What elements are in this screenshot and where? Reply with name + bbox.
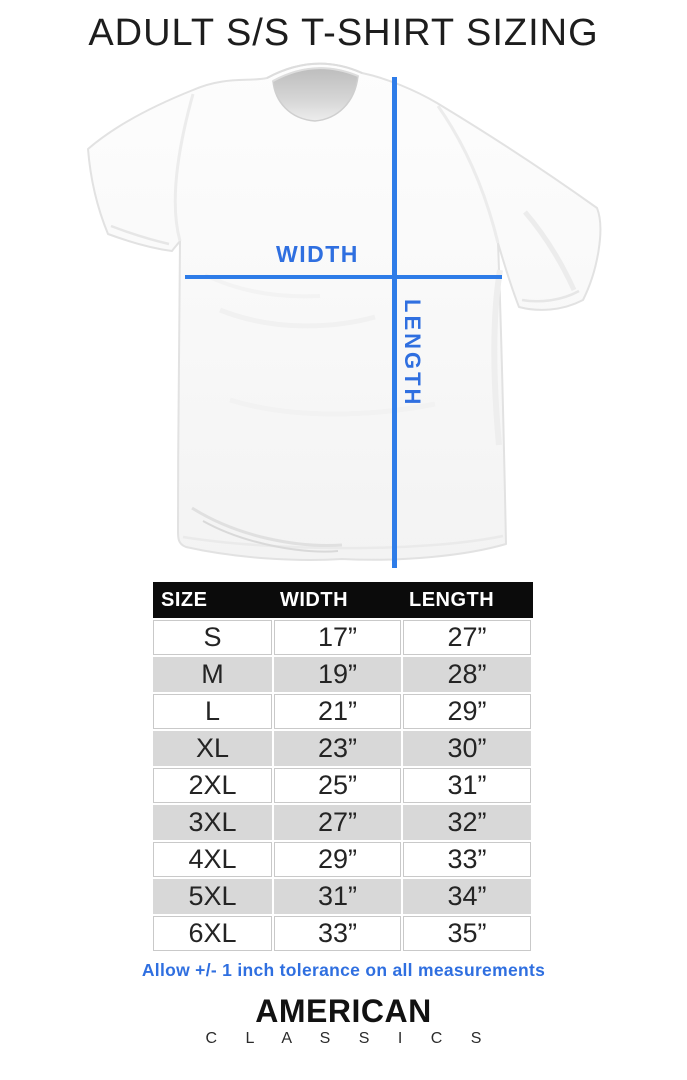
length-cell: 33” (403, 842, 531, 877)
width-cell: 27” (274, 805, 401, 840)
width-cell: 29” (274, 842, 401, 877)
length-cell: 30” (403, 731, 531, 766)
table-row: S 17” 27” (153, 620, 533, 655)
collar-band (266, 62, 363, 82)
left-sleeve-seam (173, 93, 195, 242)
table-row: 2XL 25” 31” (153, 768, 533, 803)
length-cell: 28” (403, 657, 531, 692)
table-row: 3XL 27” 32” (153, 805, 533, 840)
brand-logo: AMERICAN C L A S S I C S (0, 995, 687, 1047)
left-cuff-seam (110, 224, 170, 246)
length-cell: 29” (403, 694, 531, 729)
tolerance-note: Allow +/- 1 inch tolerance on all measur… (141, 960, 546, 980)
length-cell: 35” (403, 916, 531, 951)
wrinkle (523, 210, 577, 292)
width-cell: 31” (274, 879, 401, 914)
length-cell: 34” (403, 879, 531, 914)
tshirt-illustration (87, 62, 602, 561)
size-cell: 2XL (153, 768, 272, 803)
size-cell: L (153, 694, 272, 729)
table-row: 4XL 29” 33” (153, 842, 533, 877)
width-cell: 25” (274, 768, 401, 803)
length-cell: 31” (403, 768, 531, 803)
hem-fold-line (191, 506, 343, 547)
size-table-header: SIZE WIDTH LENGTH (153, 582, 533, 618)
wrinkle (491, 269, 503, 446)
wrinkle (204, 273, 321, 299)
header-length: LENGTH (409, 588, 495, 611)
width-cell: 33” (274, 916, 401, 951)
size-cell: 5XL (153, 879, 272, 914)
tshirt-body (87, 62, 602, 561)
size-cell: XL (153, 731, 272, 766)
size-cell: 4XL (153, 842, 272, 877)
right-cuff-seam (521, 289, 580, 303)
hem-seam (182, 534, 504, 550)
length-cell: 32” (403, 805, 531, 840)
right-sleeve-seam (436, 105, 500, 244)
header-size: SIZE (161, 588, 208, 611)
header-width: WIDTH (280, 588, 349, 611)
size-cell: M (153, 657, 272, 692)
table-row: 6XL 33” 35” (153, 916, 533, 951)
size-table-body: S 17” 27” M 19” 28” L 21” 29” XL 23” 30” 2XL 25” 31” 3X… (153, 620, 533, 951)
brand-name: AMERICAN (255, 993, 432, 1029)
table-row: XL 23” 30” (153, 731, 533, 766)
wrinkle (229, 397, 436, 417)
size-cell: 3XL (153, 805, 272, 840)
size-table: SIZE WIDTH LENGTH S 17” 27” M 19” 28” L 21” 29” X… (153, 582, 533, 951)
width-measure-line (185, 275, 502, 279)
width-cell: 23” (274, 731, 401, 766)
table-row: L 21” 29” (153, 694, 533, 729)
width-label: WIDTH (276, 241, 359, 267)
wrinkle (219, 307, 376, 329)
page-title: ADULT S/S T-SHIRT SIZING (88, 12, 599, 54)
width-cell: 17” (274, 620, 401, 655)
hem-fold-line-2 (202, 520, 339, 553)
length-measure-line (392, 77, 397, 568)
table-row: M 19” 28” (153, 657, 533, 692)
size-cell: 6XL (153, 916, 272, 951)
length-cell: 27” (403, 620, 531, 655)
brand-subname: C L A S S I C S (205, 1030, 494, 1047)
size-cell: S (153, 620, 272, 655)
width-cell: 21” (274, 694, 401, 729)
length-label: LENGTH (400, 299, 425, 408)
width-cell: 19” (274, 657, 401, 692)
table-row: 5XL 31” 34” (153, 879, 533, 914)
